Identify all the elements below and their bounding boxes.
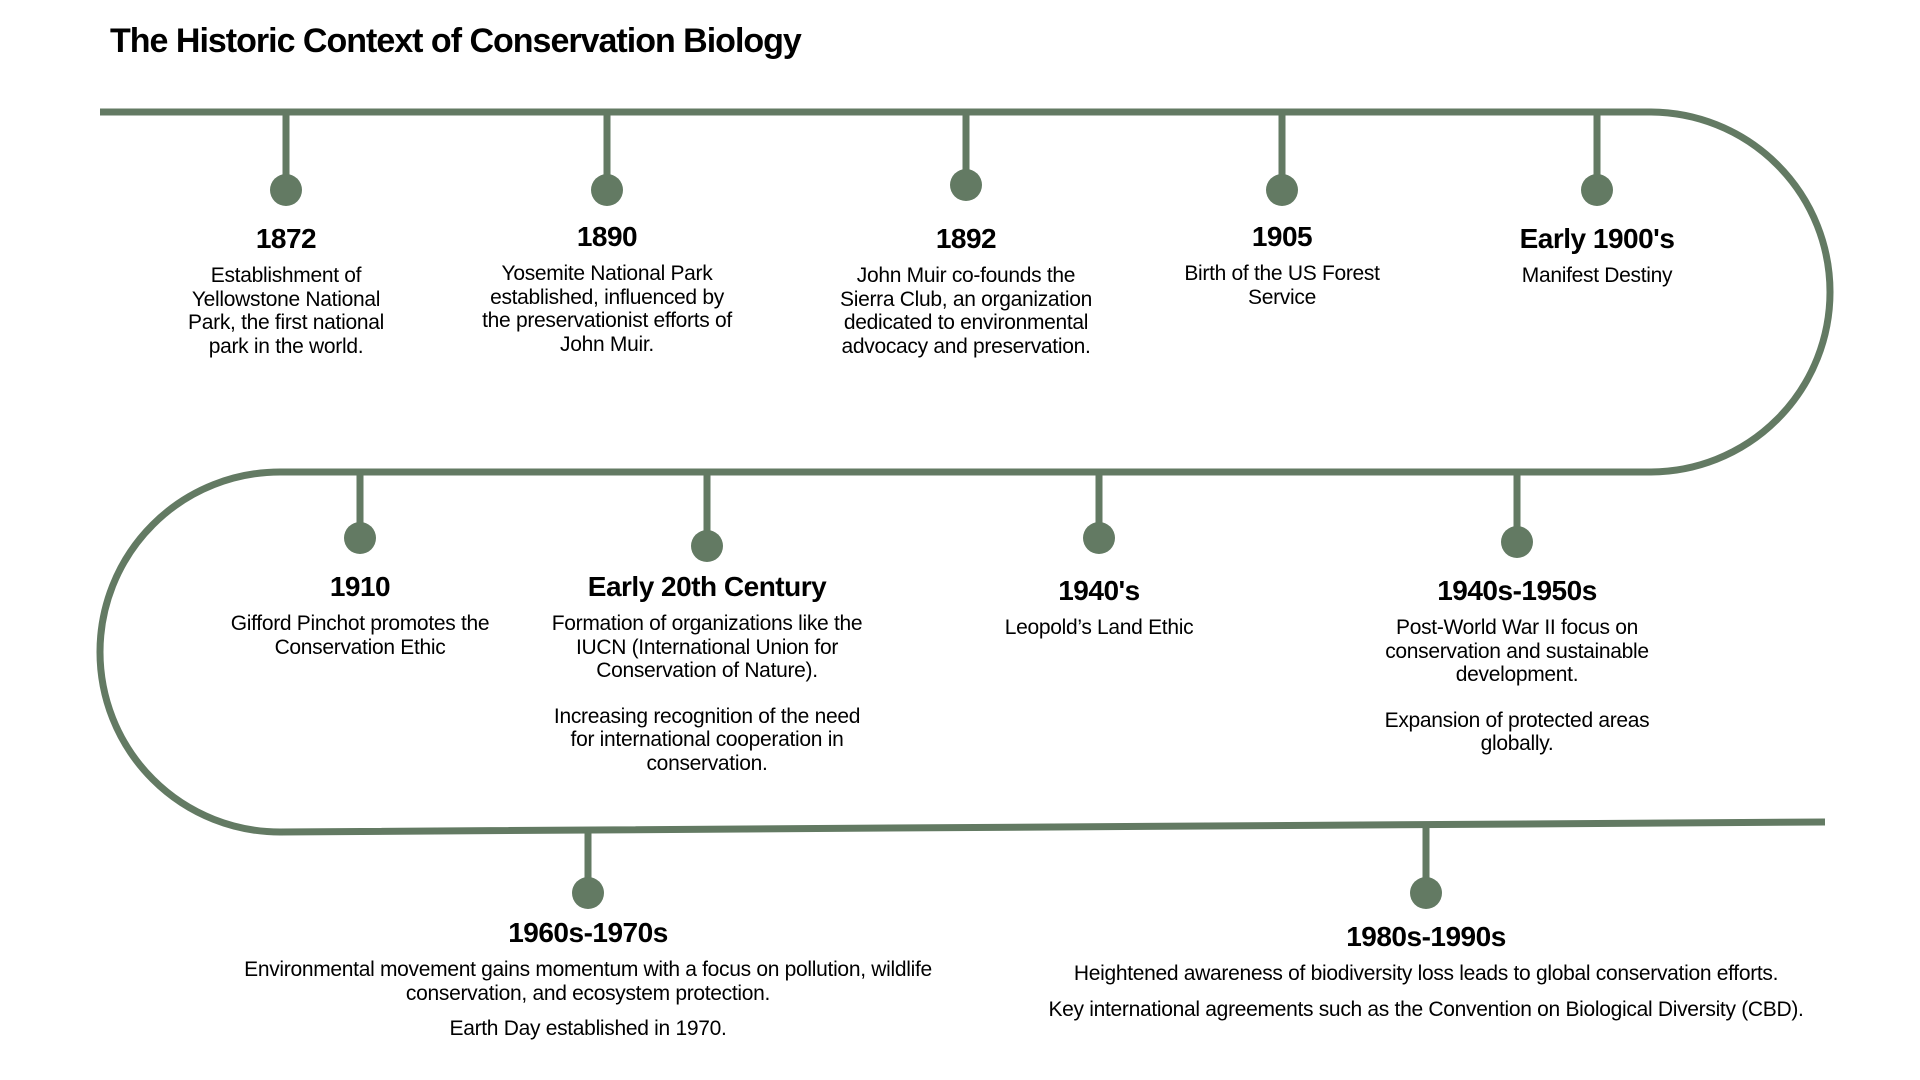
event-description-text: Post-World War II focus on conservation … bbox=[1385, 616, 1649, 686]
timeline-dot bbox=[344, 522, 376, 554]
timeline-dot bbox=[1083, 522, 1115, 554]
event-description-text: Key international agreements such as the… bbox=[1048, 997, 1804, 1021]
event-description: Formation of organizations like the IUCN… bbox=[542, 612, 872, 775]
event-description: Environmental movement gains momentum wi… bbox=[208, 958, 968, 1041]
timeline-event-1940s: 1940's Leopold’s Land Ethic bbox=[979, 574, 1219, 640]
event-date: 1905 bbox=[1251, 221, 1313, 252]
timeline-dot bbox=[950, 169, 982, 201]
timeline-dot bbox=[591, 174, 623, 206]
timeline-event-1910: 1910 Gifford Pinchot promotes the Conser… bbox=[225, 570, 495, 659]
event-description: Establishment of Yellowstone National Pa… bbox=[166, 264, 406, 358]
timeline-dot bbox=[572, 877, 604, 909]
timeline-event-1940s-1950s: 1940s-1950s Post-World War II focus on c… bbox=[1362, 574, 1672, 756]
timeline-dot bbox=[691, 530, 723, 562]
timeline-event-1892: 1892 John Muir co-founds the Sierra Club… bbox=[831, 222, 1101, 358]
event-description-text: Yosemite National Park established, infl… bbox=[482, 262, 732, 356]
timeline-dot bbox=[1501, 526, 1533, 558]
event-description-text: Birth of the US Forest Service bbox=[1184, 262, 1380, 309]
timeline-event-1872: 1872 Establishment of Yellowstone Nation… bbox=[166, 222, 406, 358]
timeline-event-1890: 1890 Yosemite National Park established,… bbox=[482, 220, 732, 356]
event-description: Leopold’s Land Ethic bbox=[979, 616, 1219, 640]
event-date: 1980s-1990s bbox=[1346, 921, 1506, 952]
event-date: 1890 bbox=[576, 221, 638, 252]
event-description-text: Establishment of Yellowstone National Pa… bbox=[188, 264, 384, 358]
timeline-dot bbox=[270, 174, 302, 206]
event-description: Manifest Destiny bbox=[1487, 264, 1707, 288]
event-description-text: Gifford Pinchot promotes the Conservatio… bbox=[230, 612, 490, 659]
event-description-text: Manifest Destiny bbox=[1521, 264, 1673, 287]
event-date: 1892 bbox=[935, 223, 997, 254]
event-date: 1960s-1970s bbox=[508, 917, 668, 948]
timeline-event-1960s-1970s: 1960s-1970s Environmental movement gains… bbox=[208, 916, 968, 1041]
event-description-text: Earth Day established in 1970. bbox=[449, 1017, 727, 1040]
event-date: 1940's bbox=[1058, 575, 1140, 606]
timeline-dot bbox=[1266, 174, 1298, 206]
timeline-event-early-1900s: Early 1900's Manifest Destiny bbox=[1487, 222, 1707, 288]
event-description-text: Increasing recognition of the need for i… bbox=[553, 704, 861, 775]
event-description: Heightened awareness of biodiversity los… bbox=[1016, 962, 1836, 1021]
event-description-text: Heightened awareness of biodiversity los… bbox=[1073, 962, 1779, 985]
event-description-text: John Muir co-founds the Sierra Club, an … bbox=[840, 264, 1092, 358]
event-description: Post-World War II focus on conservation … bbox=[1362, 616, 1672, 756]
event-description-text: Environmental movement gains momentum wi… bbox=[244, 958, 932, 1005]
timeline-event-1905: 1905 Birth of the US Forest Service bbox=[1167, 220, 1397, 309]
event-date: Early 20th Century bbox=[587, 571, 827, 602]
event-description: Gifford Pinchot promotes the Conservatio… bbox=[225, 612, 495, 659]
event-description-text: Formation of organizations like the IUCN… bbox=[551, 612, 863, 682]
timeline-event-1980s-1990s: 1980s-1990s Heightened awareness of biod… bbox=[1016, 920, 1836, 1021]
event-description: Birth of the US Forest Service bbox=[1167, 262, 1397, 309]
event-description-text: Expansion of protected areas globally. bbox=[1384, 708, 1650, 756]
event-date: 1940s-1950s bbox=[1437, 575, 1597, 606]
event-description: John Muir co-founds the Sierra Club, an … bbox=[831, 264, 1101, 358]
timeline-dot bbox=[1581, 174, 1613, 206]
event-description: Yosemite National Park established, infl… bbox=[482, 262, 732, 356]
timeline-dot bbox=[1410, 877, 1442, 909]
page-title: The Historic Context of Conservation Bio… bbox=[110, 22, 802, 60]
event-description-text: Leopold’s Land Ethic bbox=[1004, 616, 1194, 639]
event-date: Early 1900's bbox=[1519, 223, 1675, 254]
timeline-event-early-20th-century: Early 20th Century Formation of organiza… bbox=[542, 570, 872, 775]
event-date: 1910 bbox=[329, 571, 391, 602]
event-date: 1872 bbox=[255, 223, 317, 254]
